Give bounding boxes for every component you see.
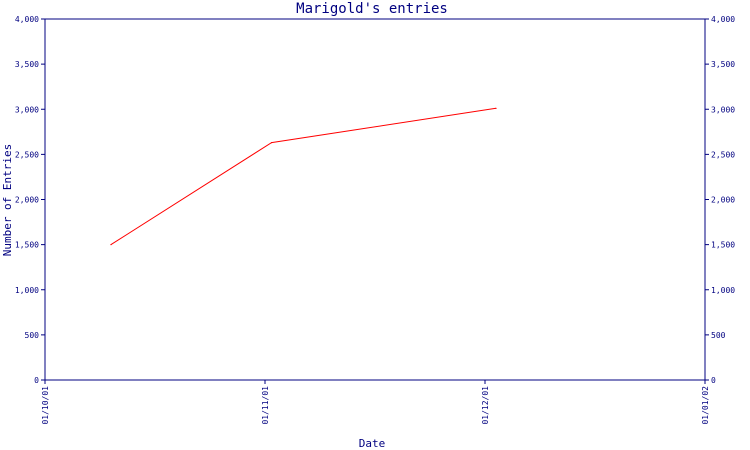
series-layer <box>110 107 497 246</box>
x-axis: 01/10/01 01/11/01 01/12/01 01/01/02 <box>41 380 710 425</box>
y-axis-label: Number of Entries <box>1 144 14 257</box>
y-tick-label-right: 4,000 <box>711 15 735 24</box>
y-axis-right: 0 500 1,000 1,500 2,000 2,500 3,000 3,500 4,000 <box>705 15 735 385</box>
data-point-0 <box>110 244 112 246</box>
x-tick-label: 01/12/01 <box>481 386 490 425</box>
y-tick-label-left: 1,000 <box>15 286 39 295</box>
y-tick-label-right: 3,500 <box>711 60 735 69</box>
y-tick-label-left: 0 <box>34 376 39 385</box>
y-tick-label-left: 4,000 <box>15 15 39 24</box>
x-tick-label: 01/10/01 <box>41 386 50 425</box>
y-tick-label-right: 1,000 <box>711 286 735 295</box>
x-tick-label: 01/11/01 <box>261 386 270 425</box>
y-tick-label-right: 1,500 <box>711 241 735 250</box>
x-axis-label: Date <box>359 437 386 450</box>
data-point-2 <box>495 107 497 109</box>
x-tick-label: 01/01/02 <box>701 386 710 425</box>
y-tick-label-left: 3,500 <box>15 60 39 69</box>
y-tick-label-right: 0 <box>711 376 716 385</box>
y-tick-label-left: 500 <box>25 331 40 340</box>
y-tick-label-left: 2,500 <box>15 150 39 159</box>
y-tick-label-right: 2,500 <box>711 150 735 159</box>
chart-title: Marigold's entries <box>296 1 448 17</box>
y-tick-label-right: 500 <box>711 331 726 340</box>
y-tick-label-left: 3,000 <box>15 105 39 114</box>
y-tick-label-right: 3,000 <box>711 105 735 114</box>
data-point-1 <box>271 142 273 144</box>
y-axis-left: 0 500 1,000 1,500 2,000 2,500 3,000 3,500 4,000 <box>15 15 45 385</box>
y-tick-label-left: 2,000 <box>15 196 39 205</box>
y-tick-label-right: 2,000 <box>711 196 735 205</box>
y-tick-label-left: 1,500 <box>15 241 39 250</box>
